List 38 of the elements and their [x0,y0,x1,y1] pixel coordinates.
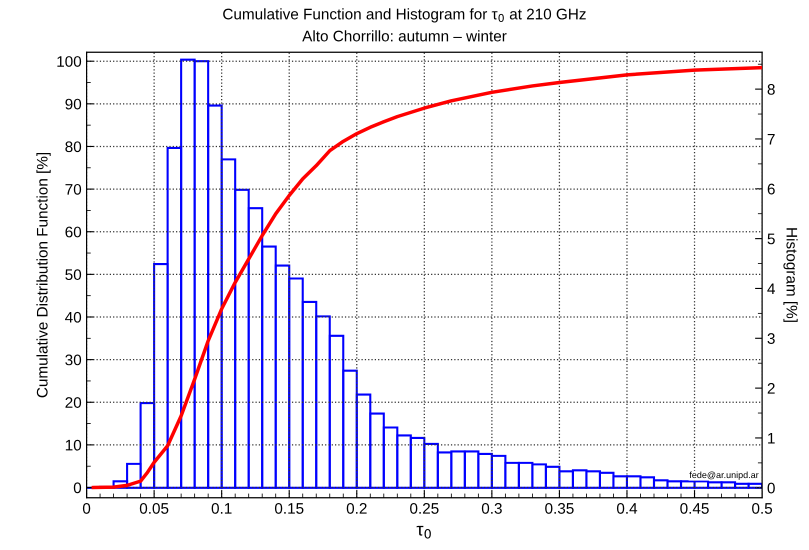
y-tick-label: 50 [65,269,82,280]
line-series [92,66,762,490]
y-tick-label: 100 [57,56,82,67]
y-tick-label: 80 [65,141,82,152]
y2-tick-label: 2 [768,382,775,394]
x-tick-label: 0.5 [752,503,772,514]
y2-tick-label: 3 [768,333,775,344]
y2-tick-label: 0 [768,482,775,494]
chart-title: Cumulative Function and Histogram for τ$_{0}$ at 210 GHz [223,8,586,22]
x-tick-label: 0.25 [410,503,439,514]
y-tick-label: 20 [65,397,82,408]
x-tick-label: 0.3 [482,503,502,514]
y-tick-label: 90 [65,98,82,110]
x-tick-label: 0.1 [212,503,232,514]
y-tick-label: 10 [66,440,82,451]
y2-tick-label: 8 [768,84,775,95]
y2-axis-title: Histogram [%] [783,228,798,322]
y2-tick-label: 5 [768,234,775,244]
x-tick-label: 0.15 [274,503,304,514]
x-tick-label: 0.2 [346,503,367,514]
x-tick-label: 0.05 [140,503,168,514]
annotation: fede@ar.unipd.ar [689,472,759,480]
y2-tick-label: 6 [768,184,775,194]
y-tick-label: 30 [65,354,82,366]
x-axis-title: τ$_{0}$ [416,526,431,539]
y-tick-label: 0 [74,482,82,494]
y2-tick-label: 7 [768,134,775,144]
y-tick-label: 40 [65,312,82,323]
x-tick-label: 0 [82,503,90,514]
y-axis-title: Cumulative Distribution Function [%] [36,152,51,398]
y2-tick-label: 1 [768,432,775,444]
x-tick-label: 0.35 [545,503,574,514]
y-tick-label: 60 [65,226,82,238]
x-tick-label: 0.45 [680,503,709,514]
y2-tick-label: 4 [767,283,775,294]
chart-subtitle: Alto Chorrillo: autumn – winter [302,30,507,42]
y-tick-label: 70 [65,184,82,195]
x-tick-label: 0.4 [616,503,638,514]
